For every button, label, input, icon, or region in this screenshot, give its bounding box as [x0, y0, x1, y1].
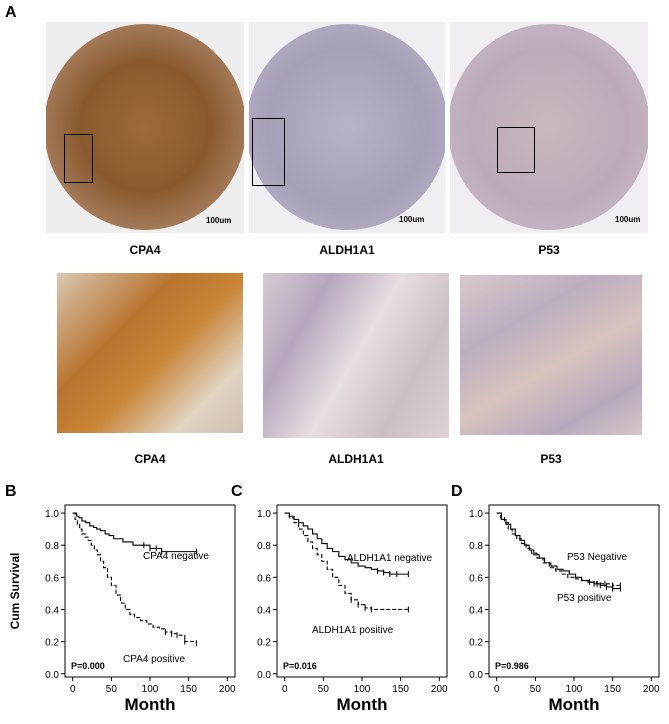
inset-box: [64, 134, 93, 183]
micrograph-cpa4-core: 100um: [46, 22, 244, 233]
panel-letter-c: C: [231, 483, 243, 500]
x-tick-label: 50: [530, 684, 542, 695]
series-label: CPA4 positive: [123, 654, 186, 665]
scale-bar: 100um: [615, 215, 641, 224]
scale-bar: 100um: [399, 215, 425, 224]
survival-curve: [72, 512, 197, 553]
y-tick-label: 0.6: [257, 573, 271, 584]
x-axis-label: Month: [337, 695, 388, 714]
x-tick-label: 50: [106, 684, 118, 695]
y-tick-label: 0.8: [45, 541, 59, 552]
x-tick-label: 0: [282, 684, 288, 695]
micrograph-p53-core: 100um: [450, 22, 648, 233]
y-tick-label: 0.2: [257, 638, 271, 649]
series-label: P53 Negative: [567, 552, 627, 563]
p-value-label: P=0.000: [71, 661, 105, 671]
y-tick-label: 0.6: [469, 573, 483, 584]
x-tick-label: 150: [180, 684, 197, 695]
y-tick-label: 0.4: [257, 605, 271, 616]
caption-aldh1a1-top: ALDH1A1: [319, 243, 375, 257]
caption-p53-zoom: P53: [540, 452, 562, 466]
p-value-label: P=0.016: [283, 661, 317, 671]
panel-letter-a: A: [5, 4, 17, 21]
caption-cpa4-top: CPA4: [129, 243, 161, 257]
survival-curve: [496, 512, 621, 590]
caption-aldh1a1-zoom: ALDH1A1: [328, 452, 384, 466]
x-tick-label: 200: [219, 684, 236, 695]
y-tick-label: 0.8: [257, 541, 271, 552]
scale-bar: 100um: [206, 216, 232, 225]
series-label: CPA4 negative: [143, 551, 209, 562]
micrograph-p53-zoom: [460, 275, 642, 435]
plot-frame: [276, 504, 448, 678]
y-tick-label: 0.0: [257, 670, 271, 681]
inset-box: [497, 127, 535, 173]
y-tick-label: 0.8: [469, 541, 483, 552]
panel-letter-d: D: [451, 483, 463, 500]
series-label: P53 positive: [557, 593, 612, 604]
micrograph-cpa4-zoom: [57, 273, 243, 433]
plot-frame: [64, 504, 236, 678]
y-tick-label: 0.0: [469, 670, 483, 681]
x-axis-label: Month: [125, 695, 176, 714]
x-tick-label: 100: [142, 684, 159, 695]
survival-charts: 0.0 0.2 0.4 0.6 0.8 1.0 0 50 100 150 200 Month Cum S…: [8, 504, 660, 714]
panel-letter-b: B: [5, 483, 17, 500]
y-tick-label: 0.2: [45, 638, 59, 649]
y-tick-label: 0.4: [469, 605, 483, 616]
x-tick-label: 150: [604, 684, 621, 695]
x-tick-label: 100: [354, 684, 371, 695]
x-tick-label: 0: [494, 684, 500, 695]
y-tick-label: 1.0: [257, 509, 271, 520]
x-tick-label: 50: [318, 684, 330, 695]
y-axis-label: Cum Survival: [8, 553, 22, 630]
y-tick-label: 0.6: [45, 573, 59, 584]
plot-frame: [488, 504, 660, 678]
x-axis-label: Month: [549, 695, 600, 714]
y-tick-label: 0.4: [45, 605, 59, 616]
p-value-label: P=0.986: [495, 661, 529, 671]
x-tick-label: 200: [643, 684, 660, 695]
y-tick-label: 1.0: [45, 509, 59, 520]
inset-box: [252, 118, 285, 186]
x-tick-label: 100: [566, 684, 583, 695]
survival-curve: [72, 512, 197, 644]
x-tick-label: 200: [431, 684, 448, 695]
x-tick-label: 0: [70, 684, 76, 695]
caption-cpa4-zoom: CPA4: [134, 452, 166, 466]
y-tick-label: 0.0: [45, 670, 59, 681]
survival-curve: [284, 512, 409, 575]
caption-p53-top: P53: [538, 243, 560, 257]
micrograph-aldh1a1-zoom: [263, 273, 449, 438]
survival-curve: [496, 512, 621, 586]
y-tick-label: 1.0: [469, 509, 483, 520]
y-tick-label: 0.2: [469, 638, 483, 649]
x-tick-label: 150: [392, 684, 409, 695]
micrograph-aldh1a1-core: 100um: [249, 22, 445, 233]
series-label: ALDH1A1 positive: [312, 625, 394, 636]
series-label: ALDH1A1 negative: [347, 553, 432, 564]
